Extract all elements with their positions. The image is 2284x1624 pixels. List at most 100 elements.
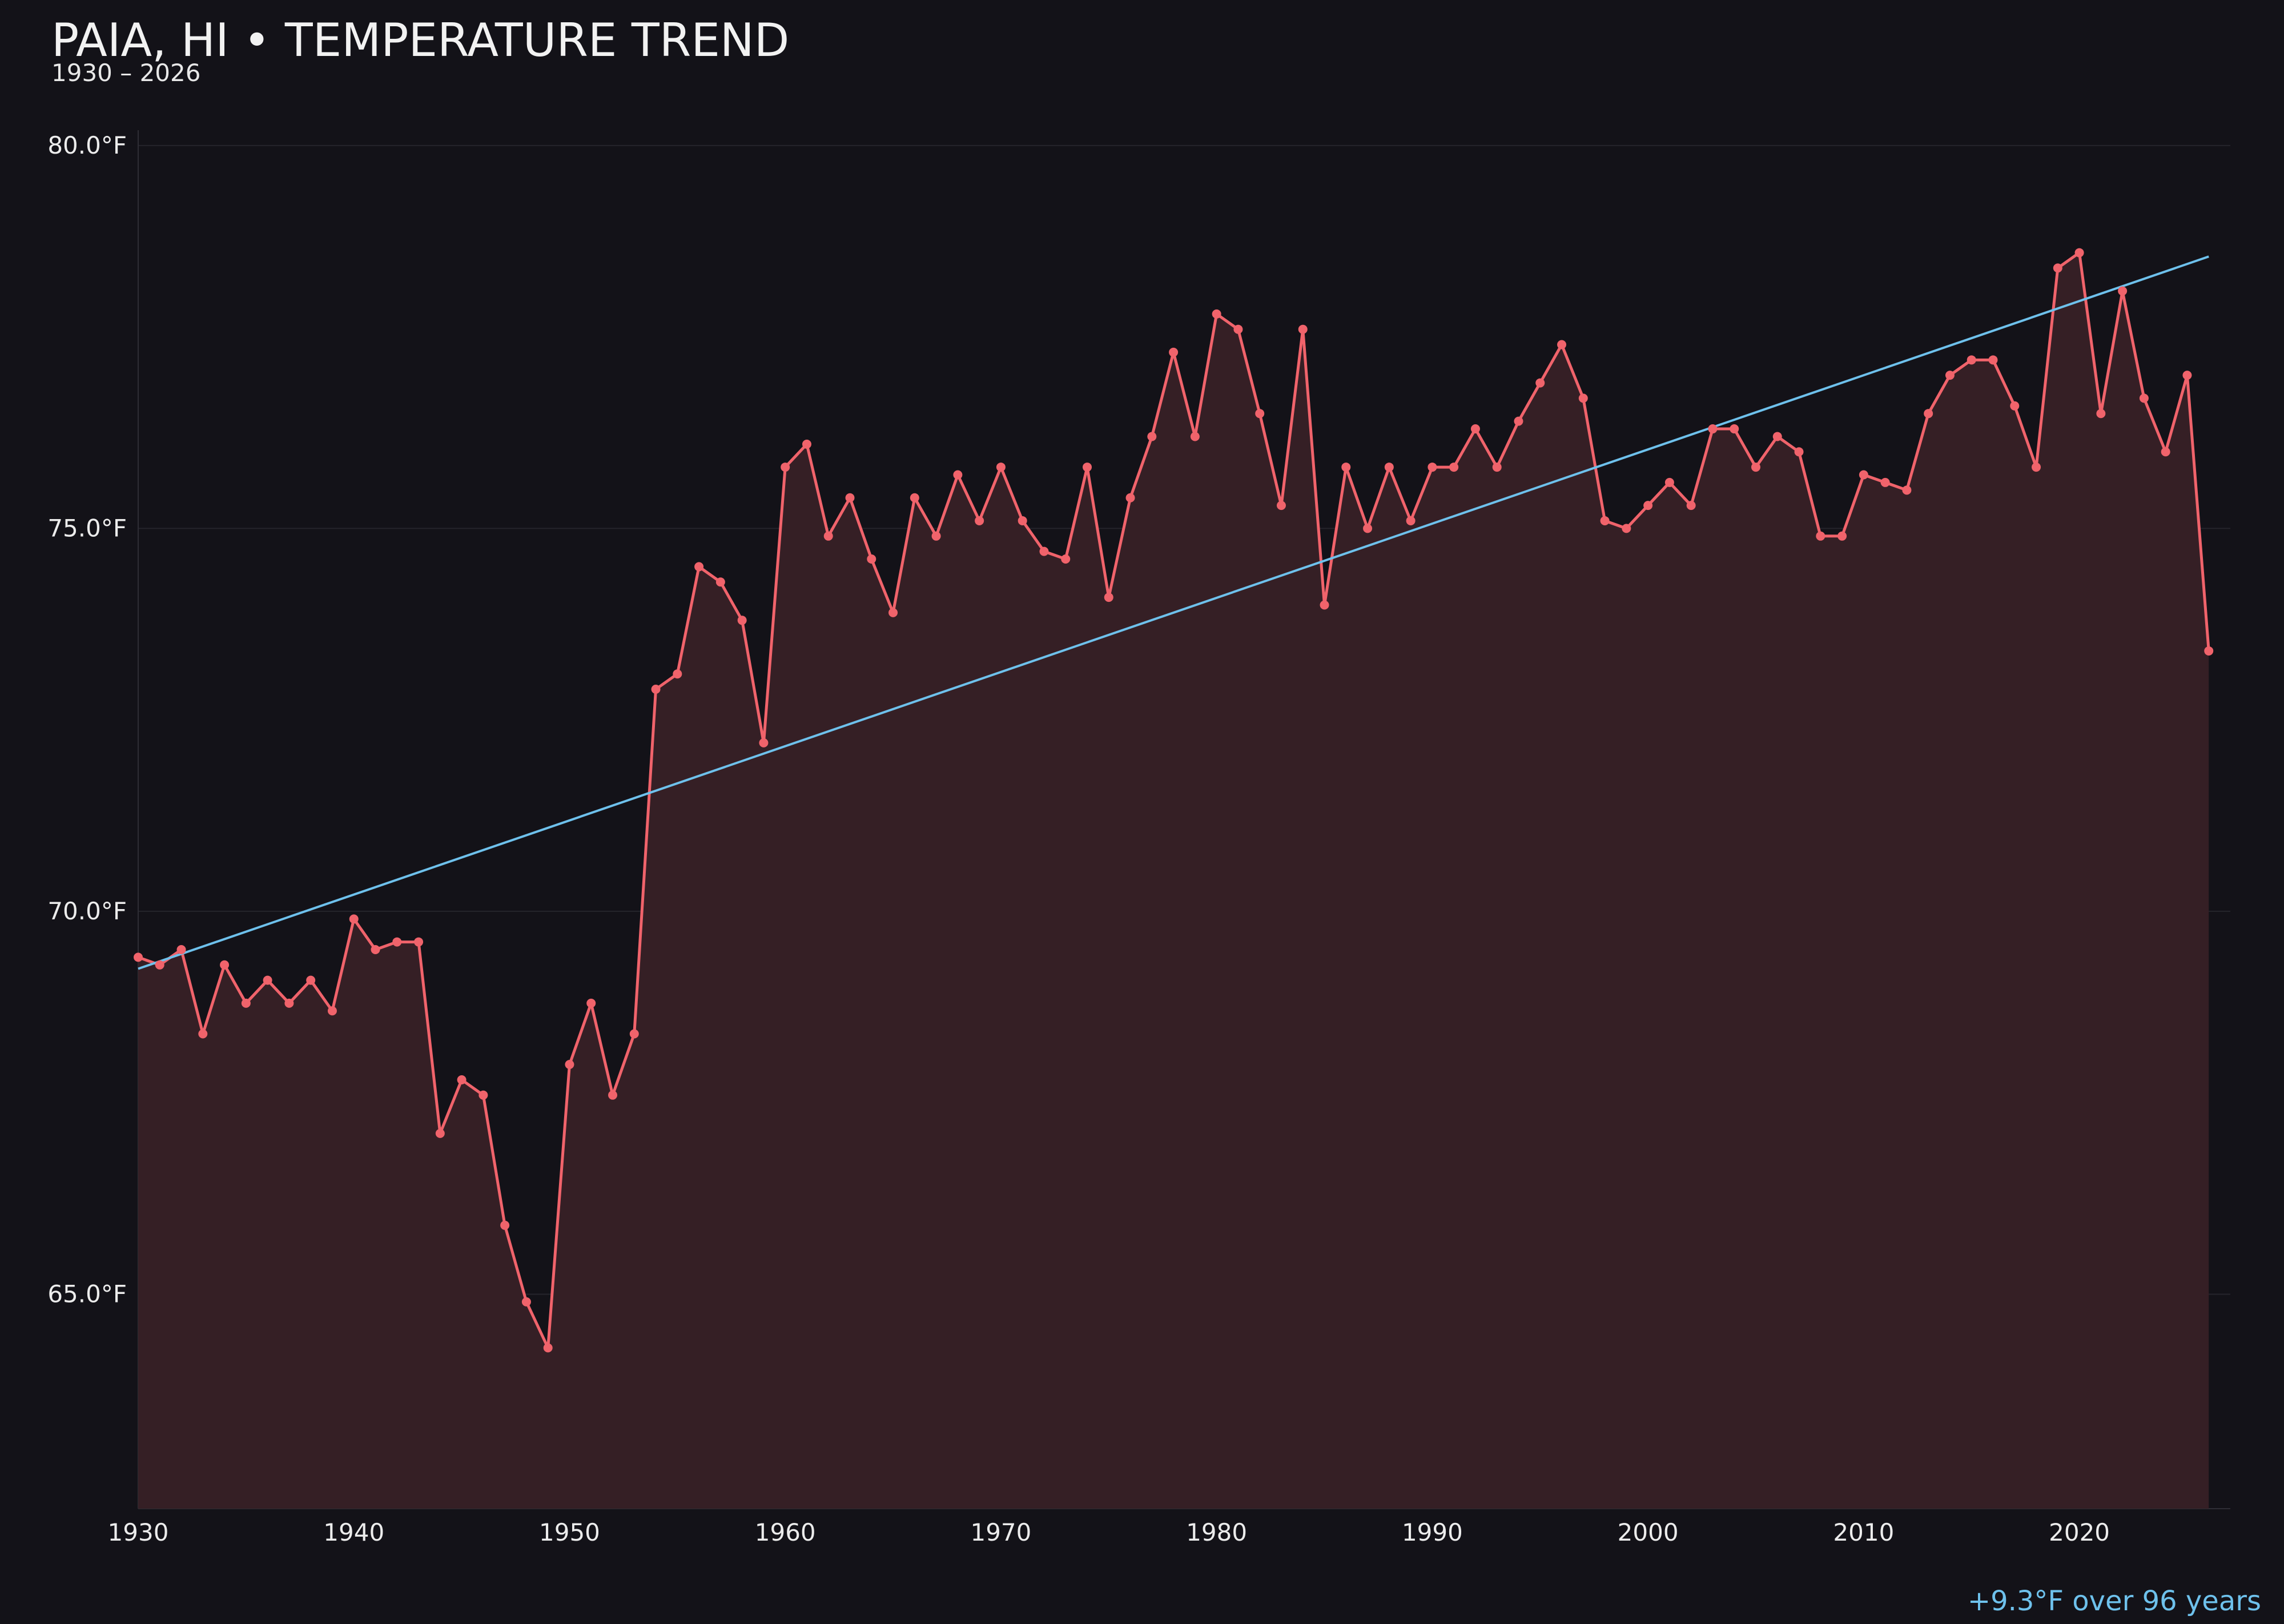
data-point xyxy=(1018,516,1027,525)
data-point xyxy=(1794,447,1804,457)
data-point xyxy=(1147,432,1157,441)
data-point xyxy=(629,1029,639,1039)
chart-title: PAIA, HI • TEMPERATURE TREND xyxy=(51,14,790,67)
data-point xyxy=(888,608,898,617)
data-point xyxy=(996,463,1006,472)
data-point xyxy=(1578,393,1588,403)
data-point xyxy=(2139,393,2149,403)
data-point xyxy=(1384,463,1394,472)
data-point xyxy=(155,960,164,970)
data-point xyxy=(823,531,833,541)
data-point xyxy=(176,944,186,954)
data-point xyxy=(1859,470,1868,480)
data-point xyxy=(931,531,941,541)
data-point xyxy=(1233,324,1243,334)
data-point xyxy=(1945,371,1955,380)
data-point xyxy=(867,554,876,564)
data-point xyxy=(134,952,143,962)
data-point xyxy=(2053,263,2062,273)
data-point xyxy=(241,998,251,1008)
data-point xyxy=(1686,501,1696,510)
data-point xyxy=(1772,432,1782,441)
data-point xyxy=(608,1090,618,1100)
x-tick-label: 1970 xyxy=(970,1518,1031,1546)
data-point xyxy=(694,562,704,572)
data-point xyxy=(1341,463,1351,472)
data-point xyxy=(1730,424,1739,434)
x-tick-label: 1980 xyxy=(1186,1518,1247,1546)
data-point xyxy=(198,1029,208,1039)
x-tick-label: 2020 xyxy=(2049,1518,2110,1546)
data-point xyxy=(802,439,811,449)
data-point xyxy=(737,616,747,625)
x-tick-label: 2000 xyxy=(1618,1518,1679,1546)
data-point xyxy=(1600,516,1610,525)
data-point xyxy=(543,1343,553,1353)
data-point xyxy=(521,1297,531,1307)
data-point xyxy=(1837,531,1847,541)
data-point xyxy=(457,1075,467,1084)
y-tick-label: 80.0°F xyxy=(47,131,127,159)
data-point xyxy=(1039,546,1049,556)
data-point xyxy=(435,1128,445,1138)
data-point xyxy=(1449,463,1459,472)
data-point xyxy=(371,944,380,954)
data-point xyxy=(1708,424,1718,434)
data-point xyxy=(392,937,402,947)
data-point xyxy=(565,1060,574,1070)
trend-summary: +9.3°F over 96 years xyxy=(1967,1585,2261,1617)
data-point xyxy=(1924,409,1933,419)
data-point xyxy=(651,685,661,694)
x-tick-label: 1960 xyxy=(755,1518,816,1546)
data-point xyxy=(1902,485,1912,495)
data-point xyxy=(953,470,963,480)
data-point xyxy=(1212,309,1221,319)
data-point xyxy=(1320,600,1329,610)
data-point xyxy=(1104,593,1113,602)
data-point xyxy=(1492,463,1502,472)
data-point xyxy=(1514,416,1523,426)
trend-line xyxy=(138,255,2209,970)
data-point xyxy=(1298,324,1308,334)
data-point xyxy=(284,998,294,1008)
data-point xyxy=(2032,463,2041,472)
x-tick-label: 2010 xyxy=(1833,1518,1894,1546)
data-point xyxy=(715,577,725,587)
data-point xyxy=(1470,424,1480,434)
data-point xyxy=(2182,371,2192,380)
y-tick-label: 75.0°F xyxy=(47,514,127,542)
data-point xyxy=(2074,248,2084,258)
x-tick-label: 1940 xyxy=(323,1518,384,1546)
data-point xyxy=(1190,432,1200,441)
data-point xyxy=(2096,409,2106,419)
data-point xyxy=(2204,646,2214,656)
data-point xyxy=(1427,463,1437,472)
data-point xyxy=(781,463,790,472)
y-tick-label: 70.0°F xyxy=(47,897,127,925)
data-point xyxy=(1816,531,1825,541)
data-point xyxy=(1880,477,1890,487)
x-tick-label: 1990 xyxy=(1402,1518,1463,1546)
data-point xyxy=(1751,463,1760,472)
chart-subtitle: 1930 – 2026 xyxy=(51,59,201,87)
y-tick-label: 65.0°F xyxy=(47,1280,127,1308)
data-point xyxy=(1169,347,1179,357)
data-point xyxy=(2010,401,2020,411)
data-point xyxy=(586,998,596,1008)
data-point xyxy=(306,975,316,985)
data-point xyxy=(975,516,984,525)
data-point xyxy=(349,914,359,924)
data-point xyxy=(414,937,424,947)
data-point xyxy=(220,960,230,970)
data-point xyxy=(1406,516,1416,525)
data-point xyxy=(1363,524,1373,533)
data-point xyxy=(1535,378,1545,388)
data-point xyxy=(1643,501,1653,510)
data-point xyxy=(327,1006,337,1016)
data-point xyxy=(759,738,769,747)
data-point xyxy=(500,1220,510,1230)
data-point xyxy=(1125,493,1135,503)
data-point xyxy=(2118,286,2128,296)
